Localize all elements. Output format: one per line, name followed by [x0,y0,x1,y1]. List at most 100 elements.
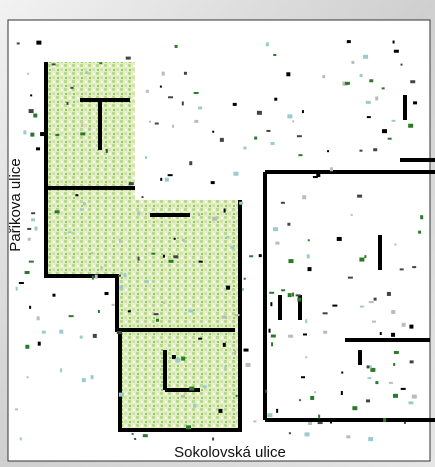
speck [163,302,165,304]
speck [16,287,18,291]
page: Pařikova ulice Sokolovská ulice (() => {… [0,0,435,467]
speck [59,330,63,334]
speck [154,313,159,315]
speck [101,266,103,270]
speck [274,98,277,101]
speck [393,41,395,44]
speck [271,142,275,145]
speck [348,277,353,279]
speck [249,255,253,257]
speck [307,254,310,258]
speck [236,395,238,397]
speck [132,433,134,435]
speck [387,292,391,296]
speck [367,116,371,118]
speck [182,101,184,105]
speck [30,133,34,137]
speck [82,378,86,382]
speck [408,124,413,128]
speck [383,418,386,422]
speck [265,390,267,393]
speck [276,409,278,413]
speck [31,212,35,214]
speck [117,331,122,334]
speck [389,382,393,384]
speck [246,363,251,367]
speck [155,123,159,125]
speck [181,357,185,361]
speck [270,302,272,306]
speck [233,103,237,106]
speck [165,178,169,182]
speck [366,101,371,104]
speck [289,432,291,434]
speck [67,102,69,105]
speck [308,422,312,425]
speck [193,404,196,408]
speck [239,202,243,205]
speck [52,63,56,65]
speck [394,351,399,354]
speck [374,298,377,301]
speck [184,72,187,75]
speck [359,258,364,262]
speck [273,54,276,56]
speck [368,437,373,441]
speck [85,71,88,74]
speck [226,236,229,238]
speck [141,196,143,198]
speck [119,239,121,243]
speck [36,147,40,150]
speck [29,306,31,309]
speck [302,195,306,199]
speck [224,366,226,370]
speck [19,282,24,284]
speck [298,154,302,156]
speck [105,292,109,295]
speck [37,316,40,320]
speck [220,138,224,142]
speck [412,395,417,399]
speck [145,156,147,159]
speck [218,409,222,413]
speck [189,387,194,391]
speck [75,194,78,196]
speck [408,401,413,404]
speck [25,345,29,349]
speck [308,267,312,271]
speck [15,408,18,410]
speck [392,120,396,122]
speck [95,275,98,279]
speck [323,331,327,334]
speck [302,110,304,113]
speck [360,150,363,152]
speck [310,396,314,400]
speck [382,87,385,89]
speck [297,135,302,137]
speck [257,111,262,115]
speck [27,376,29,378]
speck [146,90,149,93]
speck [198,338,202,340]
speck [28,238,31,241]
speck [175,358,180,362]
speck [370,368,375,372]
speck [273,227,278,231]
speck [370,365,372,368]
speck [23,130,26,134]
speck [20,437,22,440]
speck [198,213,200,216]
speck [189,161,192,165]
speck [286,72,290,76]
speck [168,174,173,176]
speck [134,438,136,440]
speck [375,96,378,100]
speck [194,92,199,94]
speck [259,254,262,257]
speck [27,73,29,75]
speck [351,61,354,64]
speck [243,147,246,150]
speck [234,351,236,355]
speck [212,131,214,133]
speck [287,114,292,118]
